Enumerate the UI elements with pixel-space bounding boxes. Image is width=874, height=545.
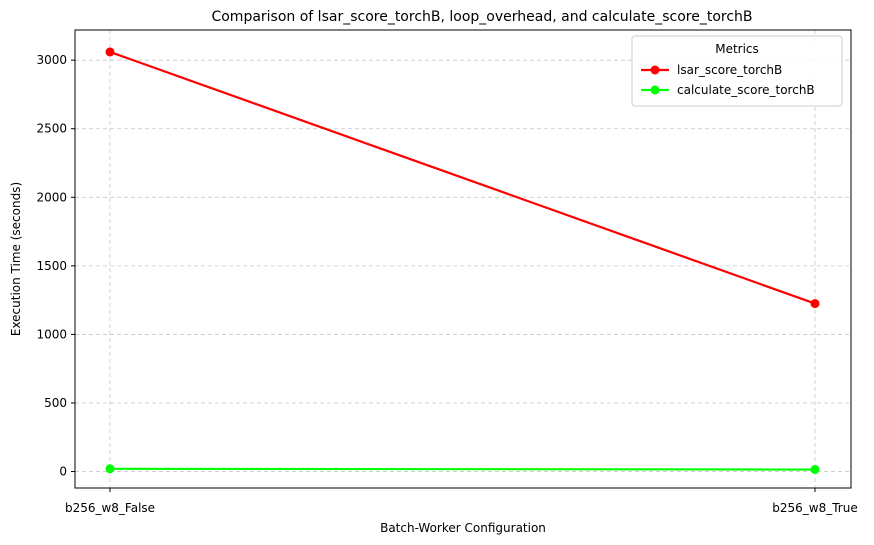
data-point [810,299,820,309]
y-tick-label: 1500 [36,259,67,273]
y-axis-title: Execution Time (seconds) [9,182,23,336]
series-layer [105,47,820,474]
x-tick-label: b256_w8_False [65,501,155,515]
plot-area-frame [74,29,852,489]
y-tick-label: 500 [44,396,67,410]
data-point [105,47,115,57]
series-line [109,467,816,471]
x-axis-title: Batch-Worker Configuration [380,521,546,535]
y-tick-label: 1000 [36,327,67,341]
series-line [109,50,816,305]
grid [75,30,851,488]
legend-label: calculate_score_torchB [677,83,815,97]
legend-box [631,35,843,107]
y-tick-label: 3000 [36,53,67,67]
y-tick-label: 2500 [36,122,67,136]
data-point [105,464,115,474]
axes: 0 500 1000 1500 2000 2500 3000 b256_w8_False b25… [36,53,857,515]
y-tick-label: 2000 [36,190,67,204]
legend: Metrics lsar_score_torchB calculate_score… [631,35,843,107]
legend-label: lsar_score_torchB [677,63,782,77]
data-point [810,464,820,474]
x-tick-label: b256_w8_True [772,501,857,515]
y-tick-label: 0 [59,465,67,479]
legend-marker [650,85,660,95]
chart-title: Comparison of lsar_score_torchB, loop_ov… [211,9,752,25]
series-calculate_score_torchB [105,464,820,474]
legend-marker [650,65,660,75]
legend-title: Metrics [715,42,759,56]
series-lsar_score_torchB [105,47,820,309]
